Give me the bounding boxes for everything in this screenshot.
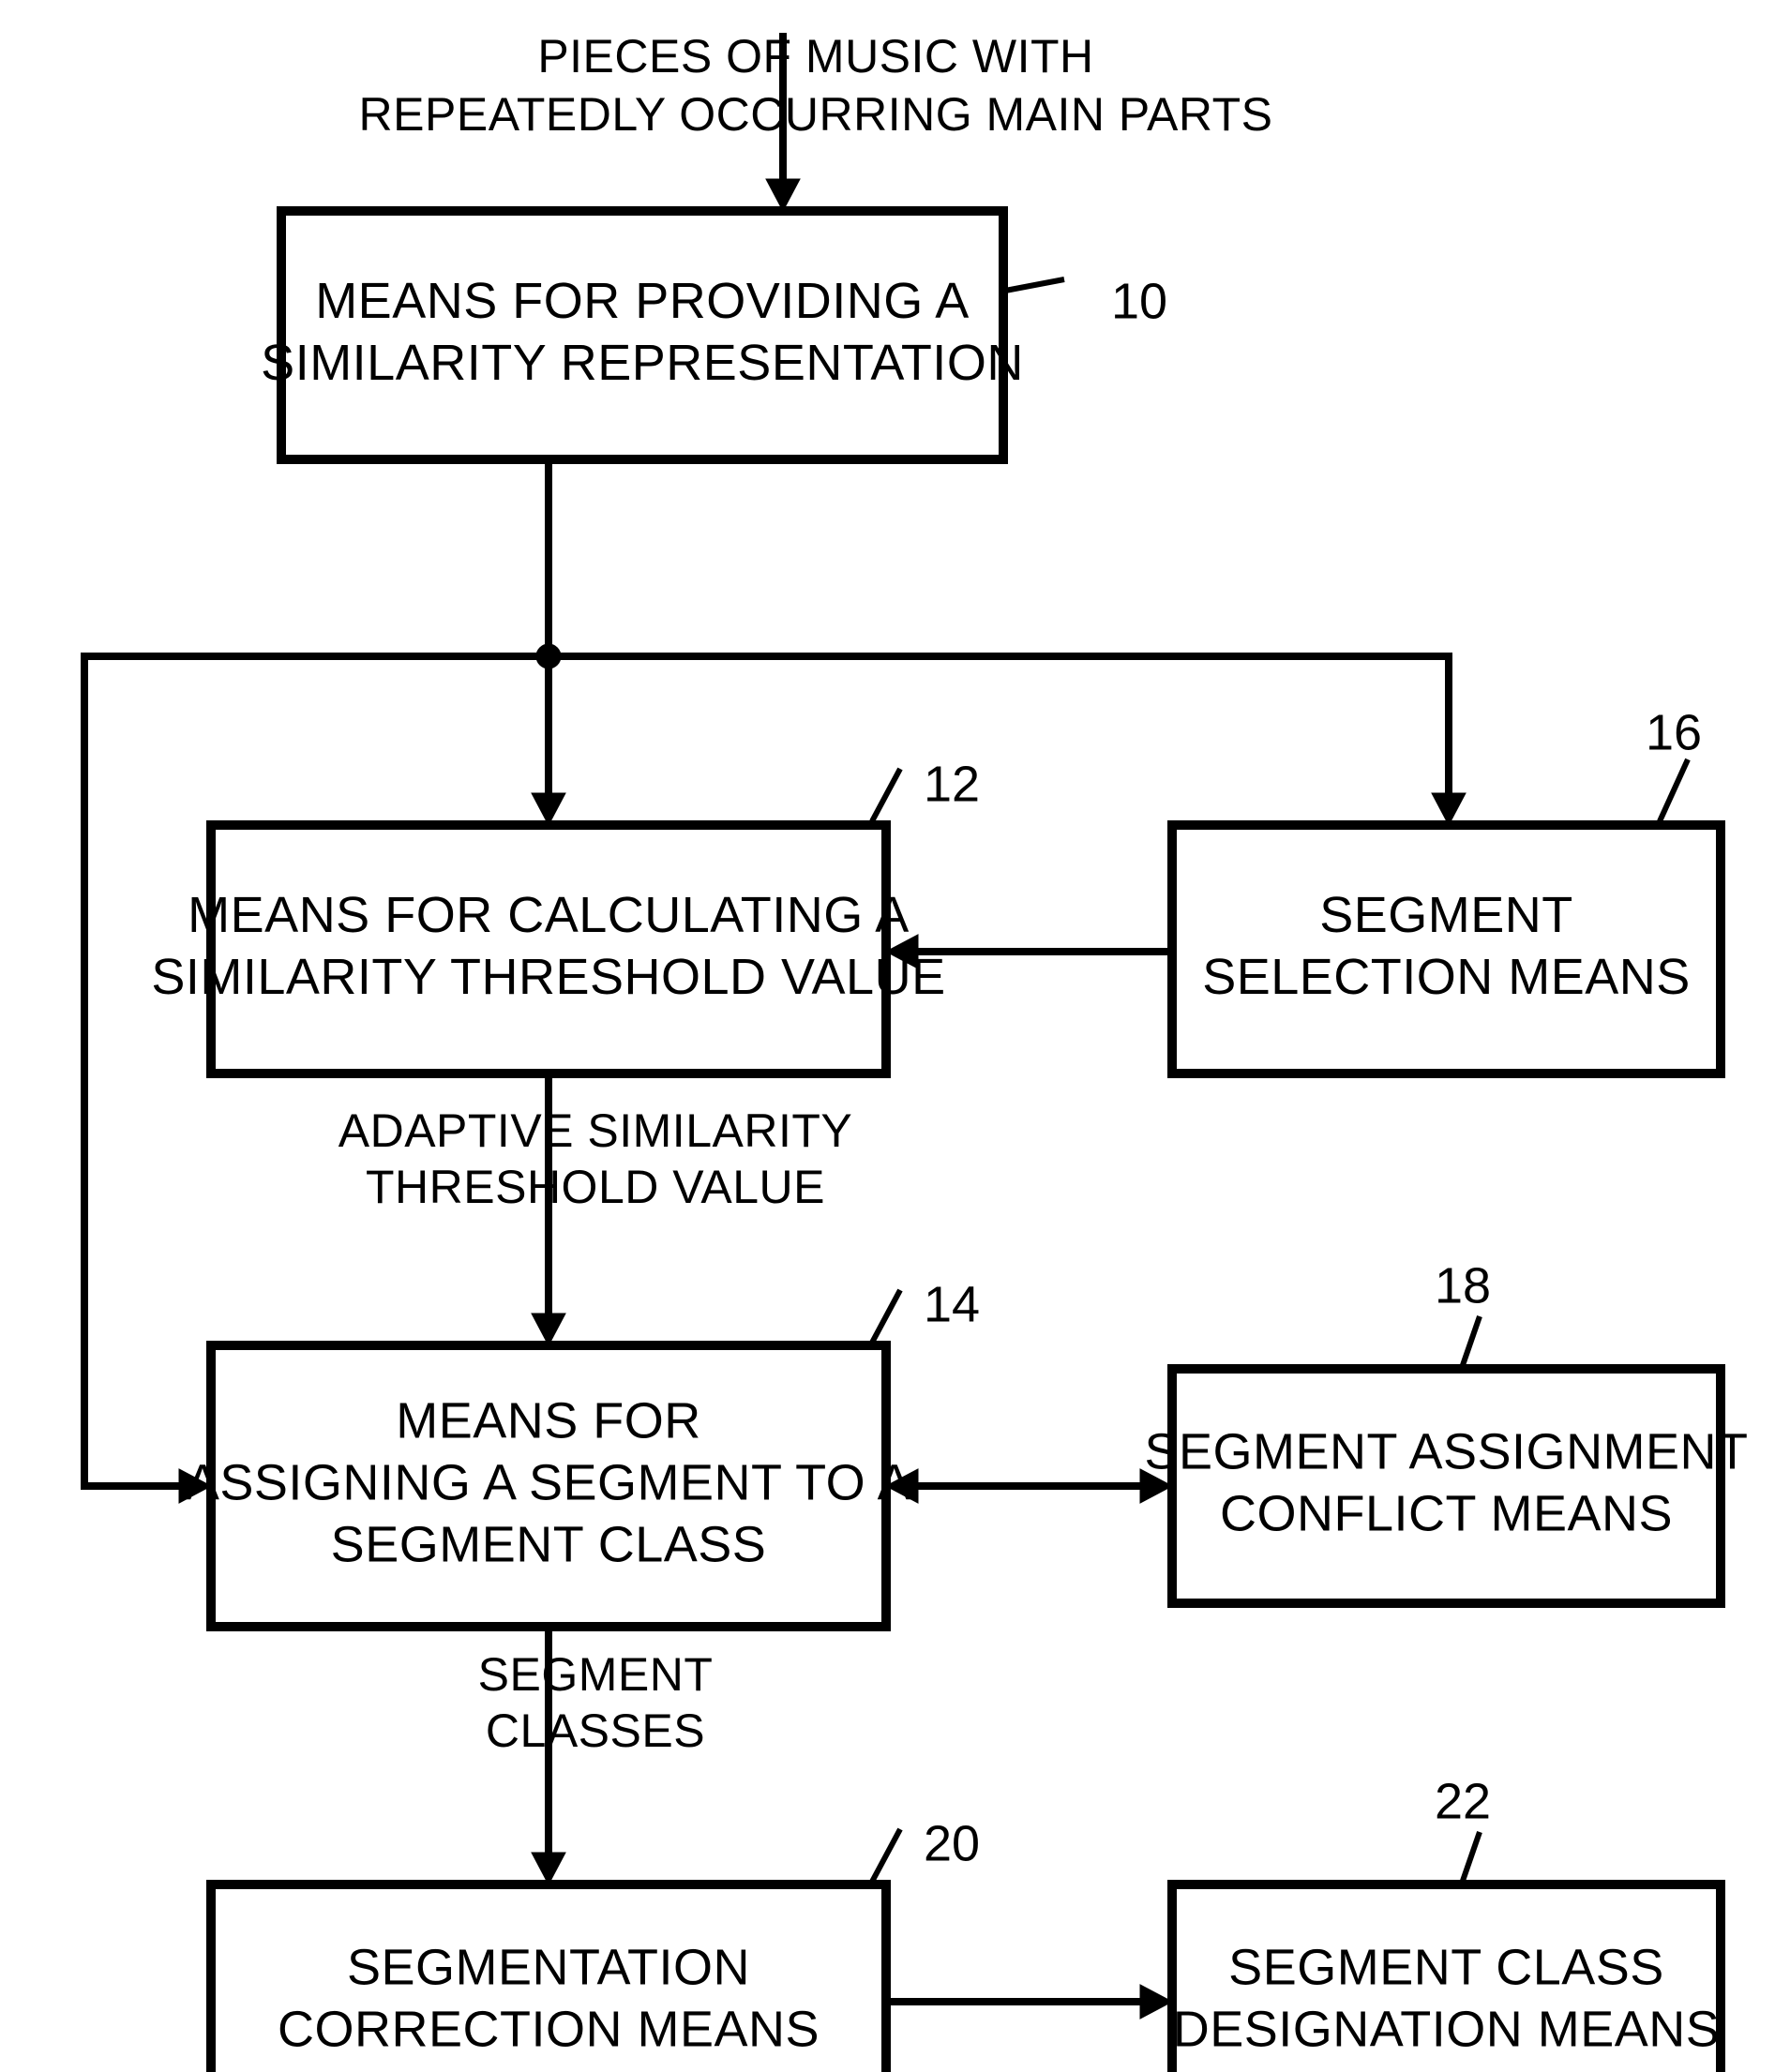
ref-num-b18: 18 [1435,1257,1491,1314]
box-label-b10: SIMILARITY REPRESENTATION [261,335,1024,391]
box-label-b18: CONFLICT MEANS [1220,1485,1673,1541]
box-label-b22: SEGMENT CLASS [1228,1939,1664,1995]
box-label-b14: SEGMENT CLASS [331,1516,767,1572]
input-label: REPEATEDLY OCCURRING MAIN PARTS [359,88,1273,141]
box-label-b20: SEGMENTATION [347,1939,750,1995]
box-label-b14: ASSIGNING A SEGMENT TO A [186,1454,911,1510]
box-label-b10: MEANS FOR PROVIDING A [315,273,970,329]
flowchart-svg: MEANS FOR PROVIDING A SIMILARITY REPRESEN… [0,0,1790,2072]
edge-label-adaptive: ADAPTIVE SIMILARITY [338,1104,853,1157]
box-label-b22: DESIGNATION MEANS [1173,2001,1721,2057]
box-label-b16: SELECTION MEANS [1202,949,1691,1005]
ref-num-b12: 12 [924,756,980,812]
edge-label-segment-classes: SEGMENT [478,1648,714,1701]
ref-num-b16: 16 [1646,704,1702,760]
box-label-b18: SEGMENT ASSIGNMENT [1144,1423,1748,1479]
ref-num-b22: 22 [1435,1773,1491,1829]
box-label-b12: SIMILARITY THRESHOLD VALUE [151,949,945,1005]
ref-num-b20: 20 [924,1815,980,1871]
ref-num-b10: 10 [1111,273,1167,329]
box-label-b12: MEANS FOR CALCULATING A [188,887,910,943]
box-label-b16: SEGMENT [1319,887,1573,943]
ref-num-b14: 14 [924,1276,980,1332]
input-label: PIECES OF MUSIC WITH [537,30,1093,83]
box-label-b20: CORRECTION MEANS [278,2001,820,2057]
box-label-b14: MEANS FOR [396,1392,701,1449]
edge-label-adaptive: THRESHOLD VALUE [366,1161,825,1213]
edge-label-segment-classes: CLASSES [486,1704,705,1757]
